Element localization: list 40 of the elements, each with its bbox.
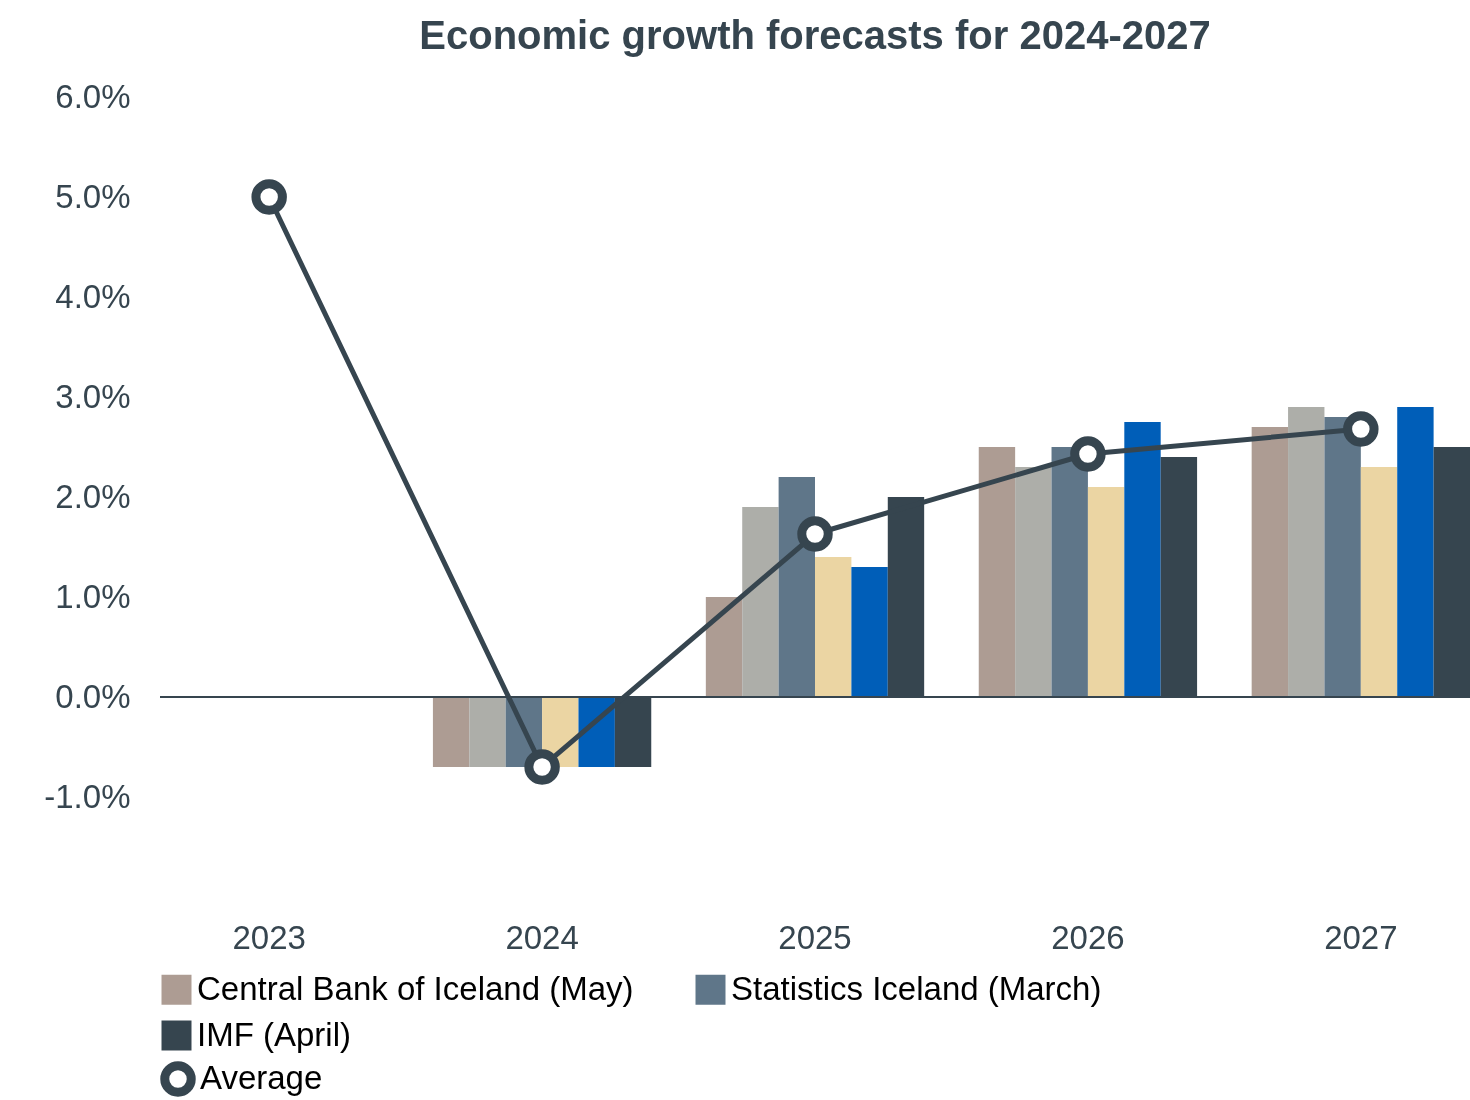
bar [1124, 422, 1161, 697]
x-tick-label: 2025 [778, 918, 852, 956]
bar [1397, 407, 1434, 697]
y-tick-label: 2.0% [55, 477, 131, 515]
x-tick-label: 2024 [505, 918, 579, 956]
y-tick-label: 3.0% [55, 377, 131, 415]
legend-label: Statistics Iceland (March) [731, 969, 1102, 1007]
bar [742, 507, 779, 697]
point [251, 179, 287, 215]
bar [1015, 467, 1052, 697]
bar [778, 477, 815, 697]
point [797, 516, 833, 552]
bar [469, 697, 506, 767]
bar [1360, 467, 1398, 697]
bar [851, 567, 888, 697]
legend-label: IMF (April) [197, 1015, 351, 1053]
x-tick-label: 2023 [232, 918, 306, 956]
bar [1251, 427, 1289, 697]
y-tick-label: -1.0% [44, 777, 131, 815]
chart-title: Economic growth forecasts for 2024-2027 [419, 13, 1211, 57]
point [1343, 411, 1379, 447]
y-tick-label: 0.0% [55, 677, 131, 715]
point [524, 749, 560, 785]
x-tick-label: 2027 [1324, 918, 1398, 956]
y-tick-label: 5.0% [55, 177, 131, 215]
y-tick-label: 6.0% [55, 77, 131, 115]
y-tick-label: 4.0% [55, 277, 131, 315]
y-tick-label: 1.0% [55, 577, 131, 615]
bar [1324, 417, 1361, 697]
bar [978, 447, 1016, 697]
bar [1288, 407, 1325, 697]
legend-label: Average [200, 1059, 323, 1096]
bar [1051, 447, 1088, 697]
bar [705, 597, 743, 697]
bar [815, 557, 852, 697]
legend-label: Central Bank of Iceland (May) [197, 969, 634, 1007]
bar [432, 697, 470, 767]
x-tick-label: 2026 [1051, 918, 1125, 956]
point [1070, 436, 1106, 472]
bar [1087, 487, 1125, 697]
